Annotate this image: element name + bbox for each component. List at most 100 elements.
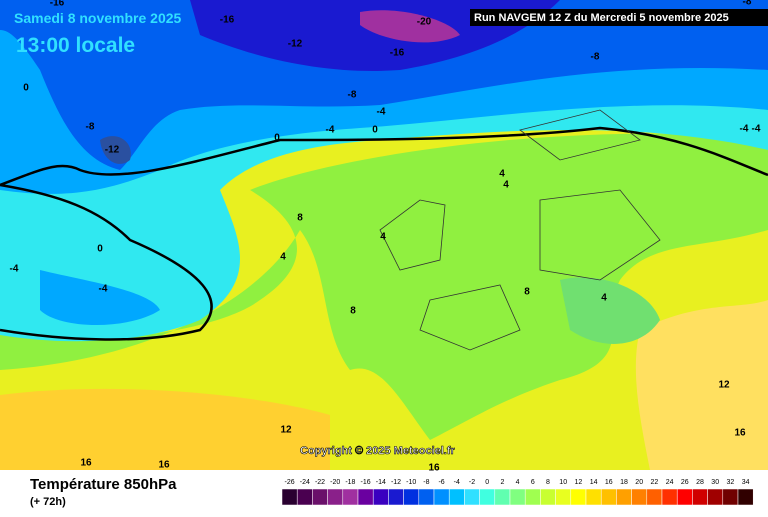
colorbar-swatch [585, 488, 602, 506]
colorbar-tick-label: 18 [620, 479, 628, 486]
cold-area [0, 0, 768, 170]
colorbar-tick-label: 20 [635, 479, 643, 486]
contour-label: -16 [220, 15, 235, 26]
contour-label: -8 [348, 90, 357, 101]
contour-label: -4 [740, 124, 749, 135]
colorbar-swatch [327, 488, 344, 506]
colorbar-swatch [676, 488, 693, 506]
colorbar-swatch [372, 488, 389, 506]
contour-label: 4 [601, 293, 607, 304]
colorbar-swatch [555, 488, 572, 506]
contour-label: -12 [288, 39, 303, 50]
copyright: Copyright © 2025 Meteociel.fr [300, 445, 456, 457]
colorbar-tick-label: 10 [559, 479, 567, 486]
colorbar-tick-label: 12 [575, 479, 583, 486]
cold-area [40, 270, 160, 325]
colorbar-tick-label: 32 [727, 479, 735, 486]
colorbar-tick-label: 8 [546, 479, 550, 486]
warm-area [0, 388, 330, 470]
coastline [379, 109, 661, 351]
contour-label: 4 [499, 169, 505, 180]
mild-area [0, 133, 768, 440]
contour-label: -4 [377, 107, 386, 118]
colorbar-tick-label: -22 [315, 479, 325, 486]
colorbar-tick-label: -20 [330, 479, 340, 486]
mild-area [560, 277, 660, 344]
contour-label: -4 [752, 124, 761, 135]
colorbar-tick-label: 4 [516, 479, 520, 486]
contour-label: 0 [372, 125, 378, 136]
colorbar-swatch [479, 488, 496, 506]
isotherm-line [0, 126, 768, 187]
colorbar-swatch [342, 488, 359, 506]
contour-label: -12 [105, 145, 120, 156]
colorbar-tick-label: -8 [423, 479, 429, 486]
colorbar-swatch [448, 488, 465, 506]
forecast-time: 13:00 locale [16, 34, 135, 57]
contour-label: 4 [280, 252, 286, 263]
contour-labels: -16-16 -20-12-16 -8-8-40-400-8-120-4-48448… [10, 0, 761, 474]
run-info: Run NAVGEM 12 Z du Mercredi 5 novembre 2… [474, 12, 729, 24]
colorbar-tick-label: 16 [605, 479, 613, 486]
contour-label: 4 [380, 232, 386, 243]
run-banner [470, 9, 768, 26]
colorbar-tick-label: -26 [285, 479, 295, 486]
very-cold-area [100, 136, 131, 164]
colorbar-tick-label: 22 [651, 479, 659, 486]
colorbar-tick-label: 30 [711, 479, 719, 486]
very-cold-area [190, 0, 560, 71]
contour-label: -4 [99, 284, 108, 295]
warm-area [635, 300, 768, 470]
colorbar-tick-label: -24 [300, 479, 310, 486]
contour-label: 8 [524, 287, 530, 298]
contour-label: -4 [326, 125, 335, 136]
colorbar-tick-label: 0 [485, 479, 489, 486]
contour-label: -8 [743, 0, 752, 8]
colorbar-swatch [524, 488, 541, 506]
contour-label: 0 [23, 83, 29, 94]
contour-label: -8 [591, 52, 600, 63]
colorbar-swatch [494, 488, 511, 506]
colorbar-swatch [600, 488, 617, 506]
contour-label: 16 [158, 460, 170, 471]
contour-label: -4 [10, 264, 19, 275]
colorbar-tick-label: 14 [590, 479, 598, 486]
colorbar-tick-label: -16 [361, 479, 371, 486]
colorbar-tick-label: -12 [391, 479, 401, 486]
colorbar-tick-label: 2 [500, 479, 504, 486]
contour-label: 0 [97, 244, 103, 255]
colorbar-swatch [722, 488, 739, 506]
contour-label: 0 [274, 133, 280, 144]
colorbar-swatch [312, 488, 328, 506]
colorbar-tick-label: 6 [531, 479, 535, 486]
colorbar-tick-label: -2 [469, 479, 475, 486]
colorbar-tick-label: 26 [681, 479, 689, 486]
colorbar-swatch [707, 488, 724, 506]
colorbar-tick-label: 24 [666, 479, 674, 486]
colorbar-swatch [388, 488, 404, 506]
contour-label: 4 [503, 180, 509, 191]
colorbar-swatch [464, 488, 480, 506]
colorbar-swatch [646, 488, 663, 506]
colorbar-tick-label: -10 [406, 479, 416, 486]
very-cold-area [360, 10, 460, 43]
colorbar-swatch [661, 488, 678, 506]
forecast-date: Samedi 8 novembre 2025 [14, 10, 182, 26]
colorbar-tick-label: -18 [345, 479, 355, 486]
footer-title: Température 850hPa [30, 476, 177, 493]
colorbar-swatch [692, 488, 708, 506]
colorbar-swatch [403, 488, 420, 506]
colorbar-tick-label: -14 [376, 479, 386, 486]
contour-label: 8 [350, 306, 356, 317]
colorbar-swatch [418, 488, 435, 506]
colorbar-swatch [433, 488, 450, 506]
colorbar-swatch [540, 488, 556, 506]
colorbar-tick-label: 34 [742, 479, 750, 486]
contour-label: -20 [417, 17, 432, 28]
colorbar-tick-label: -4 [454, 479, 460, 486]
contour-label: 8 [297, 213, 303, 224]
colorbar-swatch [509, 488, 526, 506]
colorbar-tick-label: 28 [696, 479, 704, 486]
contour-label: -8 [86, 122, 95, 133]
